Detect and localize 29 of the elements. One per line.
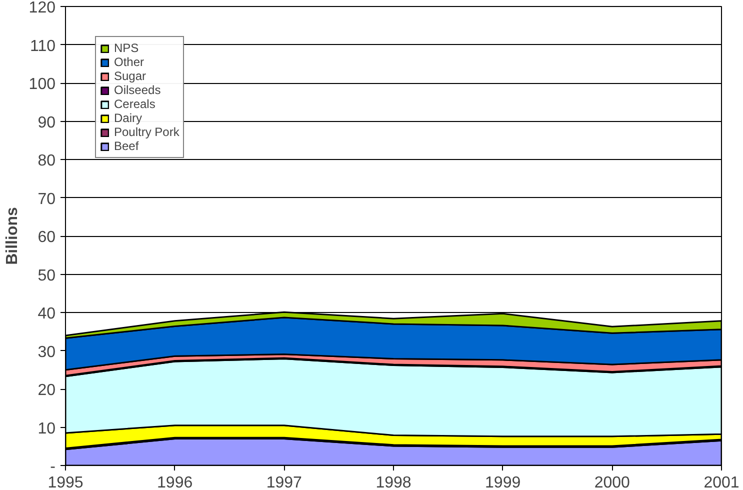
legend-label: Oilseeds (114, 83, 161, 97)
legend-label: NPS (114, 41, 139, 55)
legend-label: Sugar (114, 69, 146, 83)
x-tick-label: 1996 (157, 474, 193, 490)
y-tick-label: 50 (38, 267, 56, 284)
y-tick-label: 110 (30, 38, 56, 55)
legend-label: Beef (114, 139, 139, 153)
y-tick-label: 30 (38, 344, 56, 361)
x-tick-label: 1998 (376, 474, 412, 490)
x-tick-label: 1997 (266, 474, 302, 490)
y-tick-label: 60 (38, 229, 56, 246)
y-tick-label: 80 (38, 152, 56, 170)
legend-label: Poultry Pork (114, 125, 180, 139)
y-tick-label: 70 (38, 190, 56, 208)
y-tick-label: - (50, 458, 56, 476)
y-tick-label: 90 (38, 114, 56, 132)
legend-label: Dairy (114, 111, 142, 125)
y-tick-label: 120 (28, 0, 56, 16)
x-tick-label: 2001 (704, 474, 740, 490)
y-tick-label: 100 (28, 76, 56, 93)
y-tick-label: 20 (38, 382, 56, 399)
y-tick-label: 40 (38, 306, 56, 322)
x-tick-label: 1999 (485, 474, 521, 490)
x-tick-label: 2000 (594, 474, 630, 490)
x-tick-label: 1995 (48, 474, 84, 490)
legend-label: Other (114, 55, 144, 69)
y-tick-label: 10 (38, 420, 56, 438)
legend-label: Cereals (114, 97, 156, 111)
y-axis-title: Billions (4, 207, 21, 265)
